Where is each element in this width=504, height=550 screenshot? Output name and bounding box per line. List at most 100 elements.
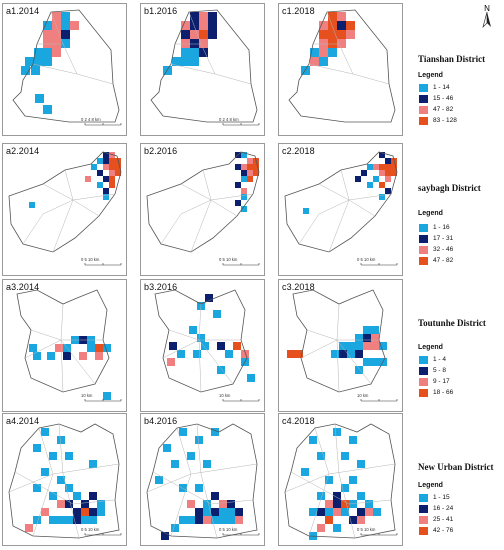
grid-cell xyxy=(328,21,337,30)
grid-cell xyxy=(379,164,385,170)
grid-cell xyxy=(85,176,91,182)
grid-cell xyxy=(61,39,70,48)
district-map: 0 5 10 km xyxy=(8,151,122,266)
grid-cell xyxy=(61,12,70,21)
grid-cell xyxy=(346,30,355,39)
district-map: 0 5 10 km xyxy=(146,151,260,266)
grid-cell xyxy=(309,508,317,516)
grid-cell xyxy=(213,310,221,318)
grid-cell xyxy=(247,158,253,164)
grid-cell xyxy=(115,170,121,176)
grid-cell xyxy=(57,436,65,444)
grid-cell xyxy=(333,500,341,508)
scale-bar: 0 5 10 km xyxy=(219,527,260,536)
grid-cell xyxy=(41,468,49,476)
subdistrict-boundary xyxy=(198,303,202,393)
grid-cell xyxy=(363,342,371,350)
grid-cell xyxy=(287,350,295,358)
grid-cell xyxy=(203,516,211,524)
grid-cell xyxy=(103,176,109,182)
grid-cell xyxy=(73,492,81,500)
grid-cell xyxy=(333,492,341,500)
grid-cell xyxy=(103,344,111,352)
grid-cell xyxy=(208,30,217,39)
grid-cell xyxy=(363,326,371,334)
subdistrict-boundary xyxy=(300,339,372,385)
grid-cell xyxy=(43,30,52,39)
grid-cell xyxy=(169,342,177,350)
grid-cell xyxy=(319,39,328,48)
subdistrict-boundary xyxy=(152,471,254,505)
subdistrict-boundary xyxy=(328,169,350,253)
panel-label: b3.2016 xyxy=(144,282,178,292)
panel-label: a1.2014 xyxy=(6,6,40,16)
grid-cell xyxy=(190,57,199,66)
grid-cell xyxy=(339,350,347,358)
grid-cell xyxy=(325,508,333,516)
grid-cell xyxy=(179,484,187,492)
grid-cell xyxy=(325,516,333,524)
scale-bar: 10 km xyxy=(81,393,122,402)
map-panel: 10 km c3.2018 xyxy=(278,279,403,412)
grid-cell xyxy=(199,21,208,30)
grid-cell xyxy=(301,468,309,476)
grid-cell xyxy=(87,344,95,352)
grid-cell xyxy=(337,30,346,39)
grid-cell xyxy=(95,352,103,360)
grid-cell xyxy=(385,158,391,164)
grid-cell xyxy=(363,358,371,366)
grid-cell xyxy=(373,508,381,516)
grid-cell xyxy=(319,48,328,57)
subdistrict-boundary xyxy=(146,463,258,493)
grid-cell xyxy=(349,436,357,444)
grid-cell xyxy=(199,30,208,39)
grid-cell xyxy=(241,206,247,212)
grid-cell xyxy=(365,508,373,516)
district-title-tianshan: Tianshan District xyxy=(418,54,486,64)
grid-cell xyxy=(21,66,30,75)
scale-bar-label: 0 5 10 km xyxy=(357,257,376,262)
grid-cell xyxy=(328,12,337,21)
grid-cell xyxy=(115,164,121,170)
grid-cell xyxy=(241,170,247,176)
map-panel: 0 5 10 km c2.2018 xyxy=(278,143,403,276)
scale-bar: 0 5 10 km xyxy=(357,527,398,536)
scale-bar-label: 0 2 4 8 km xyxy=(219,117,239,122)
map-panel: 0 5 10 km c4.2018 xyxy=(278,413,403,546)
grid-cell xyxy=(365,500,373,508)
grid-cell xyxy=(199,39,208,48)
grid-cell xyxy=(65,500,73,508)
grid-cell xyxy=(195,484,203,492)
grid-cell xyxy=(225,350,233,358)
grid-cell xyxy=(355,342,363,350)
grid-cell xyxy=(61,21,70,30)
grid-cell xyxy=(253,170,259,176)
grid-cell xyxy=(34,48,43,57)
grid-cell xyxy=(241,350,249,358)
grid-cell xyxy=(227,500,235,508)
grid-cell xyxy=(49,452,57,460)
grid-cell xyxy=(241,194,247,200)
grid-cell xyxy=(55,344,63,352)
district-map: 0 2 4 8 km xyxy=(150,9,260,126)
grid-cell xyxy=(219,500,227,508)
grid-cell xyxy=(190,21,199,30)
grid-cell xyxy=(310,57,319,66)
panel-label: a3.2014 xyxy=(6,282,40,292)
scale-bar: 10 km xyxy=(357,393,398,402)
grid-cell xyxy=(208,21,217,30)
grid-cell xyxy=(89,508,97,516)
svg-text:N: N xyxy=(484,4,490,13)
grid-cell xyxy=(167,358,175,366)
grid-cell xyxy=(163,444,171,452)
grid-cell xyxy=(81,500,89,508)
grid-cell xyxy=(337,12,346,21)
scale-bar-label: 0 5 10 km xyxy=(81,527,100,532)
grid-cell xyxy=(41,428,49,436)
grid-cell xyxy=(371,334,379,342)
grid-cell xyxy=(328,48,337,57)
grid-cell xyxy=(197,334,205,342)
map-panel: c1.2018 xyxy=(278,3,403,136)
grid-cell xyxy=(81,516,89,524)
grid-cell xyxy=(317,452,325,460)
